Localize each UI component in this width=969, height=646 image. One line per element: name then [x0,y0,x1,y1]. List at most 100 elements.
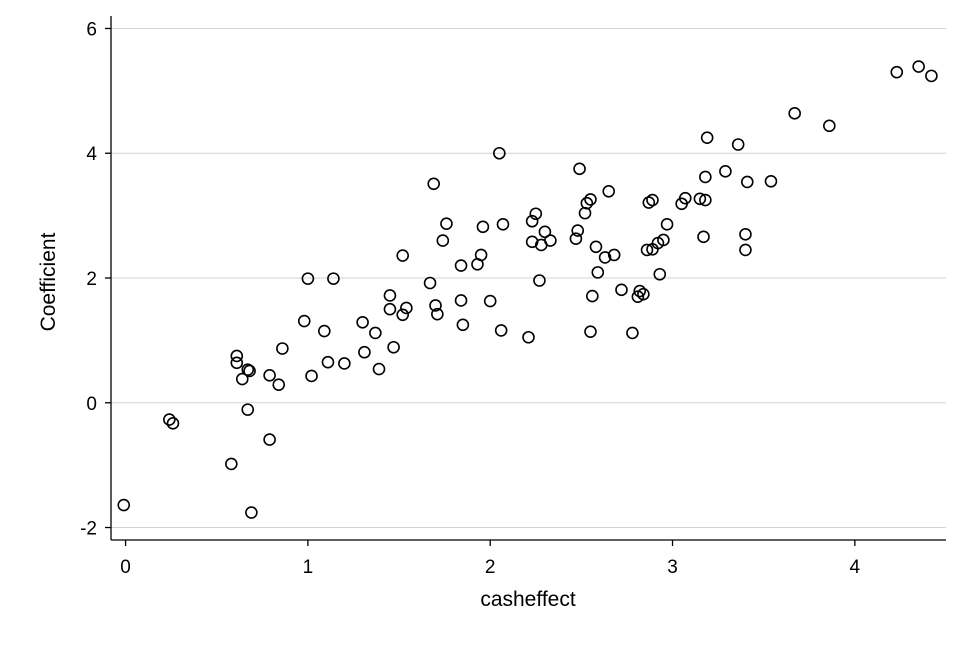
x-tick-label: 0 [120,557,131,578]
data-point [318,324,331,338]
data-point [338,357,351,370]
data-point [525,214,539,228]
data-point [646,193,659,207]
gridlines [111,27,946,529]
data-point [476,220,490,234]
data-point [321,355,335,369]
y-tick-label: 4 [86,144,97,165]
data-point [739,243,752,257]
data-point [925,69,938,83]
data-point [230,349,244,363]
data-point [454,259,468,272]
data-point [494,324,508,337]
data-point [569,232,583,245]
data-point [327,272,340,285]
data-point [372,362,386,376]
data-point [739,228,752,241]
data-point [584,325,597,338]
x-tick-label: 3 [667,557,678,578]
data-point [700,131,714,144]
data-point [580,196,594,210]
data-point [358,345,371,359]
data-point [764,175,778,188]
data-point [356,315,369,329]
data-point [823,119,836,133]
x-tick-label: 1 [303,557,314,578]
data-point [245,506,258,519]
data-point [301,272,315,285]
x-tick-label: 2 [485,557,496,578]
data-point [660,218,674,231]
data-point [483,294,497,308]
data-point [522,330,535,344]
data-point [263,433,276,446]
data-point [225,457,238,471]
data-point [602,184,616,198]
data-point [642,196,656,209]
data-point [607,248,621,262]
data-point [436,234,450,247]
data-point [474,248,488,262]
data-point [788,107,801,120]
data-point [423,276,437,290]
data-point [533,274,546,287]
data-point [400,301,413,315]
data-point [740,175,754,189]
data-point [697,230,710,244]
data-point [678,191,692,205]
data-point [456,318,470,332]
data-point [653,267,667,281]
data-point [544,234,557,247]
data-point [731,138,745,151]
data-point [573,162,586,176]
data-point [297,314,311,328]
data-point [578,206,592,220]
data-point [383,302,397,316]
data-point [637,287,650,301]
y-axis-title: Coefficient [37,232,60,331]
data-point [429,299,442,312]
data-point [529,207,543,221]
data-points [117,60,938,519]
data-point [117,498,131,512]
y-tick-label: 2 [86,269,97,290]
data-point [243,364,256,378]
data-point [633,284,647,298]
data-point [571,224,585,237]
data-point [427,177,440,191]
data-point [657,233,670,247]
data-point [693,192,707,206]
data-point [369,326,382,340]
data-point [626,326,639,340]
data-point [912,60,925,73]
data-point [230,356,244,370]
data-point [719,165,732,178]
data-point [396,308,410,322]
data-point [383,289,397,302]
data-point [591,266,605,279]
data-point [163,413,176,426]
data-point [166,417,180,430]
x-axis-title: casheffect [480,588,576,611]
data-point [699,193,712,207]
x-axis-ticks: 0 1 2 3 4 [120,540,861,578]
y-axis-ticks: -2 0 2 4 6 [80,19,111,540]
data-point [615,283,628,297]
data-point [496,218,510,231]
data-point [586,289,599,303]
data-point [640,243,654,257]
y-tick-label: -2 [80,519,97,540]
data-point [305,369,318,383]
y-tick-label: 0 [86,394,97,415]
data-point [241,363,255,377]
data-point [272,378,286,391]
data-point [589,240,603,254]
data-point [241,403,255,416]
x-tick-label: 4 [850,557,861,578]
data-point [276,342,289,355]
data-point [235,372,249,386]
data-point [584,193,597,206]
data-point [538,225,552,239]
y-tick-label: 6 [86,19,97,40]
